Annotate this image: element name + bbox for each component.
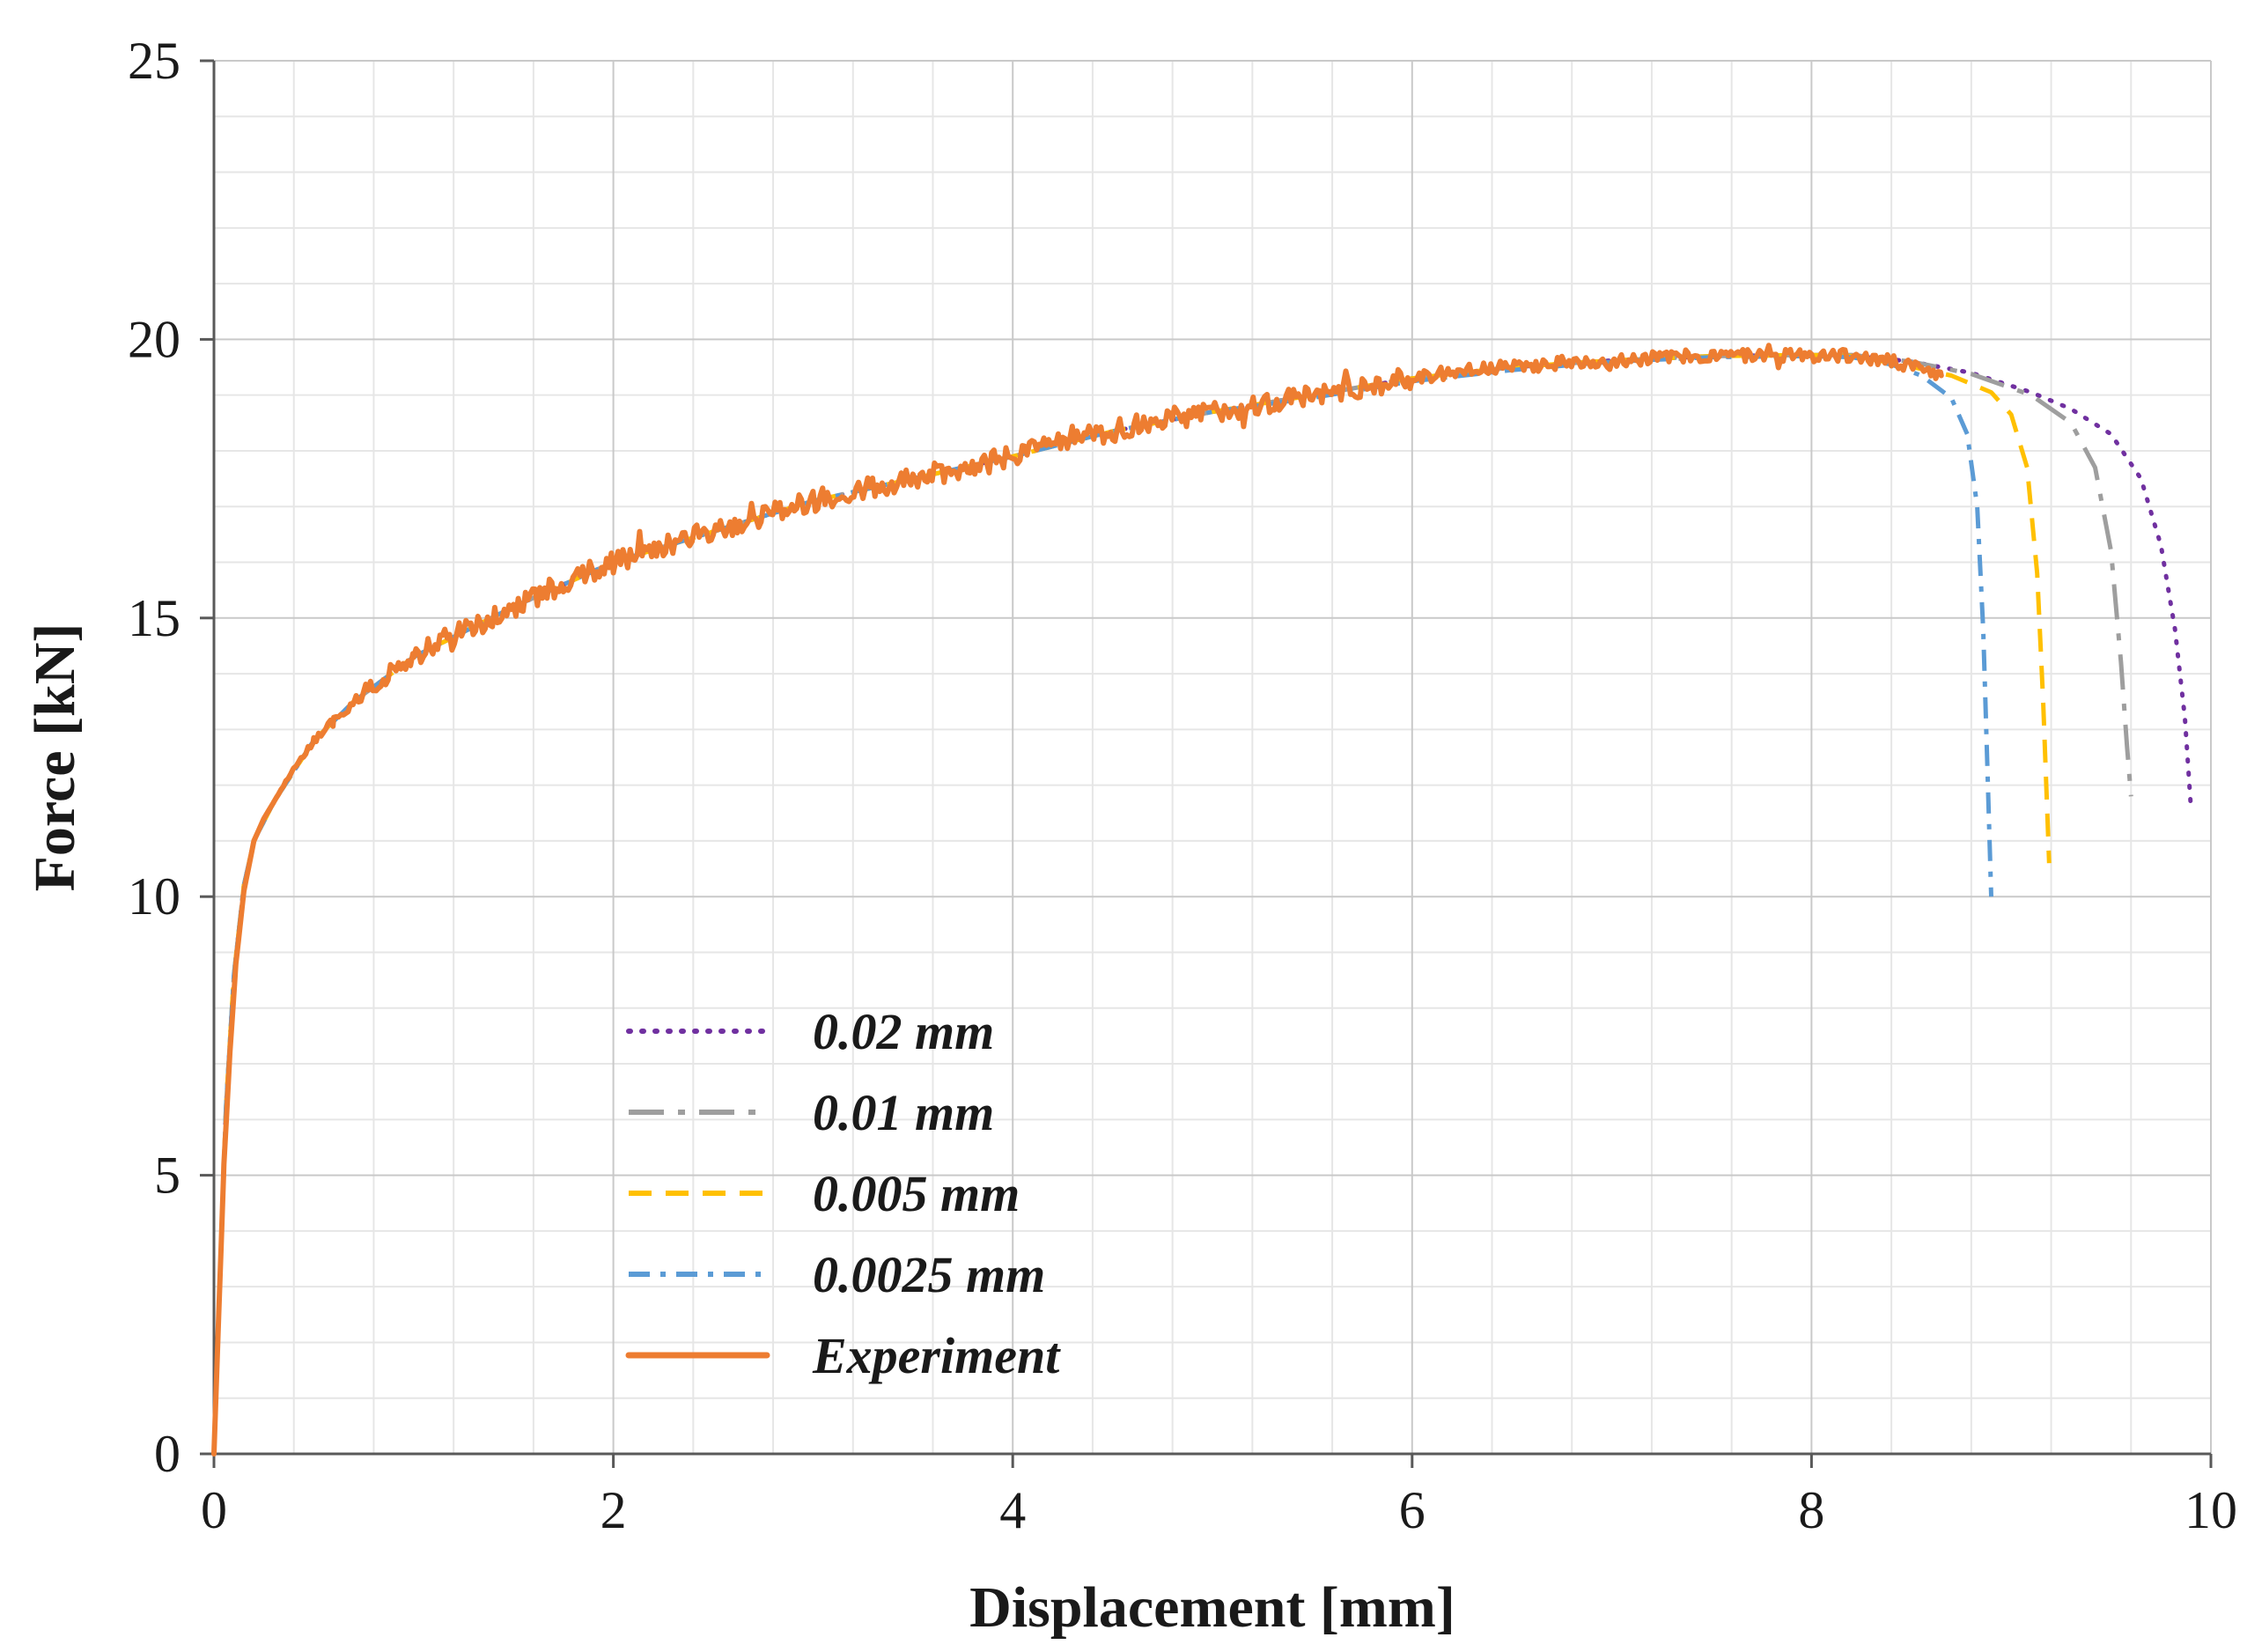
legend-item-0-02-mm: 0.02 mm bbox=[625, 1002, 1059, 1060]
legend-line-sample bbox=[629, 1110, 767, 1115]
legend-item-label: 0.01 mm bbox=[813, 1083, 995, 1141]
legend-item-label: 0.0025 mm bbox=[813, 1245, 1046, 1303]
y-tick-labels: 0 5 10 15 20 25 bbox=[128, 32, 180, 1483]
legend-item-label: Experiment bbox=[813, 1326, 1060, 1384]
x-tick-label: 0 bbox=[201, 1481, 227, 1539]
legend-line-sample bbox=[625, 1352, 770, 1359]
y-tick-label: 10 bbox=[128, 867, 180, 926]
x-axis-title: Displacement [mm] bbox=[969, 1575, 1455, 1640]
legend-item-experiment: Experiment bbox=[625, 1326, 1060, 1384]
x-tick-label: 6 bbox=[1399, 1481, 1426, 1539]
y-tick-label: 0 bbox=[154, 1425, 180, 1483]
x-tick-label: 10 bbox=[2184, 1481, 2237, 1539]
series-0-02-mm bbox=[211, 352, 2193, 1457]
series-0-005-mm bbox=[211, 352, 2052, 1455]
x-tick-label: 4 bbox=[999, 1481, 1026, 1539]
major-gridlines bbox=[213, 60, 2212, 1455]
axes bbox=[200, 59, 2213, 1468]
y-tick-label: 25 bbox=[128, 32, 180, 90]
y-axis-title: Force [kN] bbox=[23, 623, 87, 892]
legend-item-0-0025-mm: 0.0025 mm bbox=[625, 1245, 1059, 1303]
y-tick-label: 15 bbox=[128, 589, 180, 647]
x-tick-labels: 0 2 4 6 8 10 bbox=[201, 1481, 2237, 1539]
series-0-0025-mm bbox=[211, 353, 1993, 1455]
y-tick-label: 5 bbox=[154, 1147, 180, 1205]
minor-gridlines bbox=[214, 61, 2211, 1454]
y-tick-label: 20 bbox=[128, 310, 180, 368]
x-tick-label: 8 bbox=[1798, 1481, 1824, 1539]
series-experiment bbox=[211, 343, 1944, 1457]
legend-item-0-01-mm: 0.01 mm bbox=[625, 1083, 1059, 1141]
legend-item-label: 0.005 mm bbox=[813, 1164, 1020, 1222]
legend-item-0-005-mm: 0.005 mm bbox=[625, 1164, 1059, 1222]
legend-line-sample bbox=[629, 1272, 767, 1277]
legend-line-sample bbox=[626, 1029, 770, 1034]
legend-item-label: 0.02 mm bbox=[813, 1002, 995, 1060]
x-tick-label: 2 bbox=[600, 1481, 627, 1539]
legend: 0.02 mm 0.01 mm 0.005 mm 0.0025 mm Experimen… bbox=[625, 1002, 1060, 1384]
legend-line-sample bbox=[629, 1191, 767, 1196]
